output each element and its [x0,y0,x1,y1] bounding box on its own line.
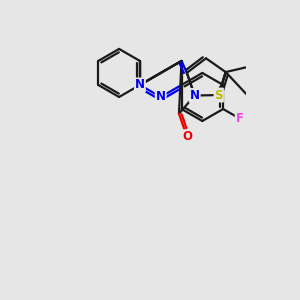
Text: N: N [190,89,200,102]
Text: N: N [156,91,166,103]
Text: F: F [236,112,244,125]
Text: O: O [182,130,192,143]
Text: N: N [135,79,145,92]
Text: S: S [214,88,223,102]
